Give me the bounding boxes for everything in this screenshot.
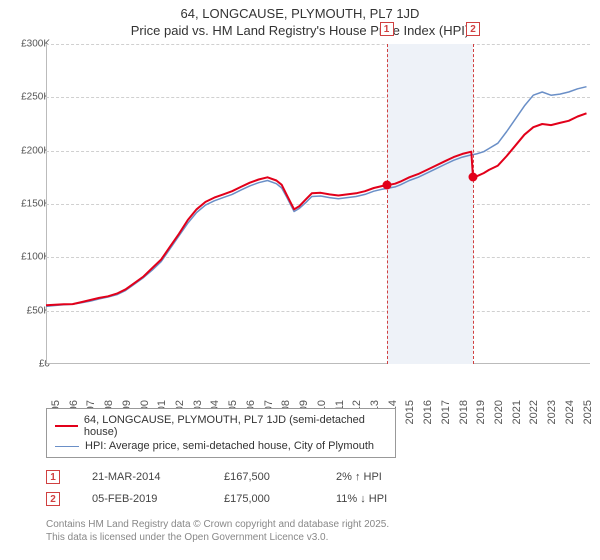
chart-marker-1: 1 — [380, 22, 394, 36]
sale-marker-1: 1 — [46, 470, 60, 484]
attribution-line2: This data is licensed under the Open Gov… — [46, 531, 586, 544]
legend-label-hpi: HPI: Average price, semi-detached house,… — [85, 440, 374, 452]
legend-swatch-hpi — [55, 446, 79, 447]
sale-diff-2: 11% ↓ HPI — [336, 493, 426, 505]
sale-dot — [382, 181, 391, 190]
sale-diff-1: 2% ↑ HPI — [336, 471, 426, 483]
sales-table: 1 21-MAR-2014 £167,500 2% ↑ HPI 2 05-FEB… — [46, 466, 586, 510]
sale-date-1: 21-MAR-2014 — [92, 471, 192, 483]
title-subtitle: Price paid vs. HM Land Registry's House … — [0, 23, 600, 38]
title-address: 64, LONGCAUSE, PLYMOUTH, PL7 1JD — [0, 6, 600, 21]
sale-row-1: 1 21-MAR-2014 £167,500 2% ↑ HPI — [46, 466, 586, 488]
series-line-hpi — [46, 87, 587, 307]
sale-price-2: £175,000 — [224, 493, 304, 505]
footer: 64, LONGCAUSE, PLYMOUTH, PL7 1JD (semi-d… — [46, 408, 586, 544]
sale-marker-2: 2 — [46, 492, 60, 506]
attribution-line1: Contains HM Land Registry data © Crown c… — [46, 518, 586, 531]
legend-swatch-price — [55, 425, 78, 427]
sale-row-2: 2 05-FEB-2019 £175,000 11% ↓ HPI — [46, 488, 586, 510]
legend-row-price: 64, LONGCAUSE, PLYMOUTH, PL7 1JD (semi-d… — [55, 413, 387, 439]
chart-container: 64, LONGCAUSE, PLYMOUTH, PL7 1JD Price p… — [0, 0, 600, 560]
sale-price-1: £167,500 — [224, 471, 304, 483]
sale-date-2: 05-FEB-2019 — [92, 493, 192, 505]
x-axis-labels: 1995199619971998199920002001200220032004… — [46, 368, 590, 404]
legend-row-hpi: HPI: Average price, semi-detached house,… — [55, 439, 387, 453]
chart-marker-2: 2 — [466, 22, 480, 36]
legend-label-price: 64, LONGCAUSE, PLYMOUTH, PL7 1JD (semi-d… — [84, 414, 387, 438]
sale-dot — [469, 173, 478, 182]
attribution: Contains HM Land Registry data © Crown c… — [46, 518, 586, 544]
series-line-price_paid — [46, 113, 587, 305]
line-chart-svg — [46, 44, 590, 364]
title-block: 64, LONGCAUSE, PLYMOUTH, PL7 1JD Price p… — [0, 0, 600, 38]
legend: 64, LONGCAUSE, PLYMOUTH, PL7 1JD (semi-d… — [46, 408, 396, 458]
plot-area: 12 — [46, 44, 590, 364]
